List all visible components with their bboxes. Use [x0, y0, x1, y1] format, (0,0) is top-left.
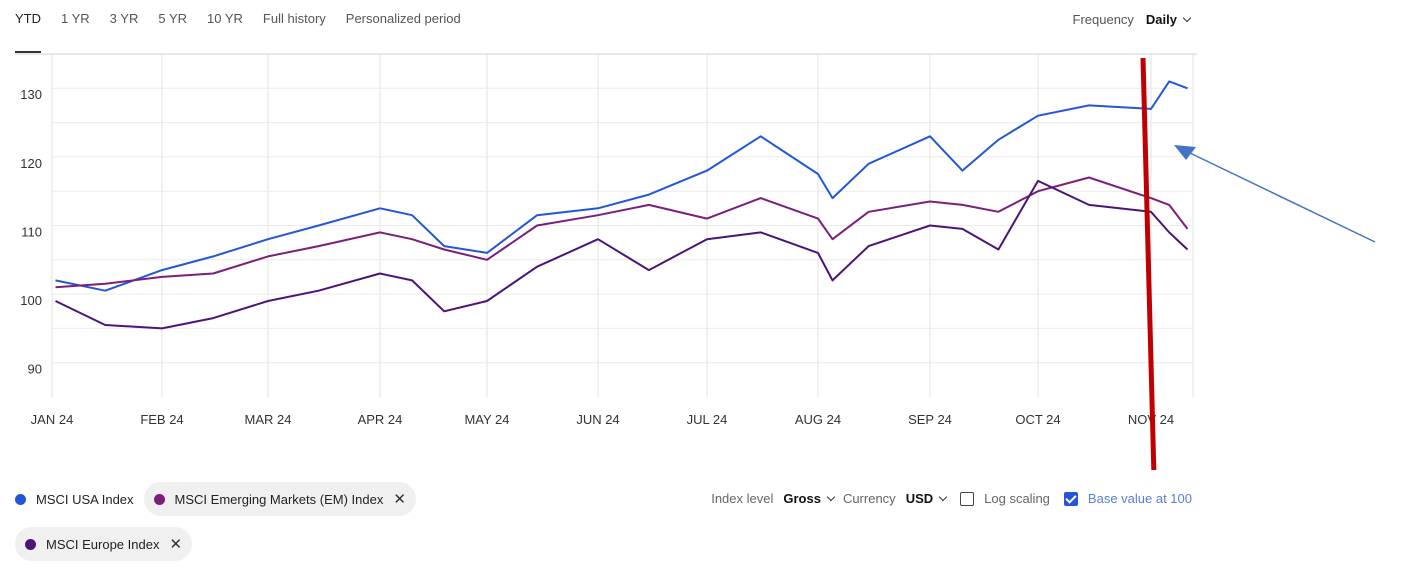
y-tick-label: 130 [20, 87, 42, 102]
currency-label: Currency [842, 491, 896, 506]
x-tick-label: MAY 24 [464, 412, 509, 427]
legend-label-em: MSCI Emerging Markets (EM) Index [174, 491, 384, 507]
legend-label-usa: MSCI USA Index [36, 491, 134, 507]
x-tick-label: FEB 24 [140, 412, 183, 427]
x-tick-label: MAR 24 [245, 412, 292, 427]
tab-10yr[interactable]: 10 YR [207, 11, 243, 26]
y-tick-label: 110 [21, 224, 42, 239]
legend-label-europe: MSCI Europe Index [46, 536, 160, 552]
chart-series [55, 80, 1189, 330]
legend-dot-usa [15, 493, 26, 505]
chart-controls: Index level Gross Currency USD Log scali… [711, 491, 1192, 506]
frequency-selector[interactable]: Frequency Daily [1072, 12, 1192, 27]
series-line-0 [55, 80, 1188, 292]
x-tick-label: AUG 24 [795, 412, 841, 427]
legend-dot-europe [25, 538, 36, 550]
x-tick-label: OCT 24 [1015, 412, 1060, 427]
annotation-arrow-line [1189, 152, 1376, 243]
x-tick-label: JUL 24 [687, 412, 728, 427]
annotation-arrow-head-icon [1174, 145, 1196, 160]
base-value-label: Base value at 100 [1087, 491, 1192, 506]
legend-chip-em[interactable]: MSCI Emerging Markets (EM) Index ✕ [143, 482, 416, 516]
legend-row-1: MSCI USA Index MSCI Emerging Markets (EM… [5, 482, 416, 516]
x-axis-ticks: JAN 24 FEB 24 MAR 24 APR 24 MAY 24 JUN 24 JUL … [31, 412, 1174, 427]
legend-row-2: MSCI Europe Index ✕ [15, 527, 193, 561]
period-tabs: YTD 1 YR 3 YR 5 YR 10 YR Full history Pe… [15, 11, 481, 26]
frequency-value[interactable]: Daily [1145, 12, 1177, 27]
annotation-red-line [1140, 57, 1157, 470]
x-tick-label: JUN 24 [576, 412, 619, 427]
frequency-label: Frequency [1072, 12, 1134, 27]
y-tick-label: 90 [28, 362, 42, 377]
x-tick-label: JAN 24 [31, 412, 74, 427]
remove-europe-icon[interactable]: ✕ [169, 536, 183, 553]
legend-chip-usa[interactable]: MSCI USA Index [5, 482, 144, 516]
x-tick-label: SEP 24 [908, 412, 952, 427]
tab-5yr[interactable]: 5 YR [158, 11, 188, 26]
series-line-2 [55, 179, 1189, 330]
tab-personalized-period[interactable]: Personalized period [345, 11, 461, 26]
log-scaling-checkbox[interactable] [960, 491, 975, 506]
legend-chip-europe[interactable]: MSCI Europe Index ✕ [15, 527, 193, 561]
y-tick-label: 120 [20, 156, 42, 171]
currency-chevron-down-icon[interactable] [938, 492, 948, 501]
currency-value[interactable]: USD [905, 491, 934, 506]
remove-em-icon[interactable]: ✕ [393, 491, 406, 508]
series-line-1 [55, 176, 1189, 289]
tab-full-history[interactable]: Full history [262, 11, 326, 26]
tab-3yr[interactable]: 3 YR [109, 11, 139, 26]
annotation-layer [1140, 57, 1376, 470]
line-chart: 90 100 110 120 130 JAN 24 FEB 24 MAR 24 APR 24 M… [15, 53, 1376, 470]
tab-ytd[interactable]: YTD [15, 11, 41, 26]
y-tick-label: 100 [20, 293, 42, 308]
index-level-label: Index level [711, 491, 774, 506]
tab-1yr[interactable]: 1 YR [61, 11, 90, 26]
y-axis-ticks: 90 100 110 120 130 [20, 87, 42, 376]
x-tick-label: APR 24 [358, 412, 403, 427]
index-level-chevron-down-icon[interactable] [826, 492, 836, 501]
index-level-value[interactable]: Gross [783, 491, 821, 506]
log-scaling-label: Log scaling [984, 491, 1050, 506]
chart-grid [15, 53, 1197, 397]
active-tab-underline [15, 51, 41, 53]
legend-dot-em [153, 493, 165, 505]
base-value-checkbox[interactable] [1063, 491, 1078, 506]
